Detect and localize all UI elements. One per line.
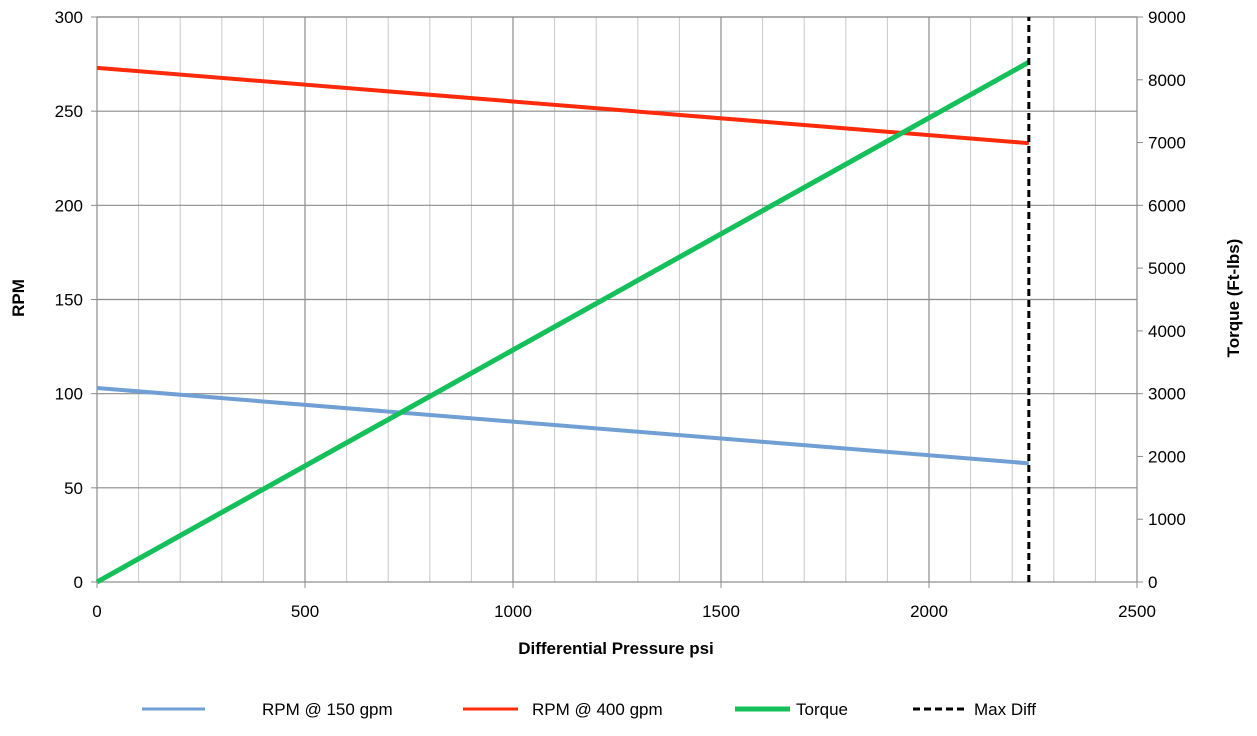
series-line-0 (96, 386, 1030, 466)
y-tick-label: 0 (74, 573, 83, 592)
y2-axis-title: Torque (Ft-lbs) (1224, 239, 1243, 358)
x-tick-label: 2000 (910, 602, 948, 621)
series-line-2 (95, 60, 1031, 585)
y-tick-label: 150 (55, 291, 83, 310)
x-tick-label: 1000 (494, 602, 532, 621)
y-axis-title: RPM (9, 279, 28, 317)
y2-tick-label: 8000 (1148, 71, 1186, 90)
tick-labels: 0 500 1000 1500 2000 250005010015020025030001… (55, 8, 1186, 621)
gridlines (97, 16, 1137, 582)
y2-tick-label: 9000 (1148, 8, 1186, 27)
legend-label-3: Max Diff (974, 700, 1036, 719)
x-tick-label: 2500 (1118, 602, 1156, 621)
legend: RPM @ 150 gpm RPM @ 400 gpm Torque Max Diff (142, 700, 1036, 719)
y2-tick-label: 7000 (1148, 134, 1186, 153)
series-line-1 (96, 65, 1030, 146)
y-tick-label: 100 (55, 385, 83, 404)
x-tick-label: 0 (92, 602, 101, 621)
y-tick-label: 50 (64, 479, 83, 498)
y-tick-label: 300 (55, 8, 83, 27)
x-tick-label: 500 (291, 602, 319, 621)
legend-label-0: RPM @ 150 gpm (262, 700, 393, 719)
y2-tick-label: 4000 (1148, 322, 1186, 341)
y2-tick-label: 6000 (1148, 196, 1186, 215)
y2-tick-label: 3000 (1148, 385, 1186, 404)
legend-label-1: RPM @ 400 gpm (532, 700, 663, 719)
y-tick-label: 250 (55, 102, 83, 121)
x-tick-label: 1500 (702, 602, 740, 621)
y-tick-label: 200 (55, 196, 83, 215)
y2-tick-label: 1000 (1148, 510, 1186, 529)
legend-label-2: Torque (796, 700, 848, 719)
y2-tick-label: 5000 (1148, 259, 1186, 278)
y2-tick-label: 2000 (1148, 447, 1186, 466)
x-axis-title: Differential Pressure psi (518, 639, 714, 658)
series-lines (95, 17, 1031, 585)
y2-tick-label: 0 (1148, 573, 1157, 592)
